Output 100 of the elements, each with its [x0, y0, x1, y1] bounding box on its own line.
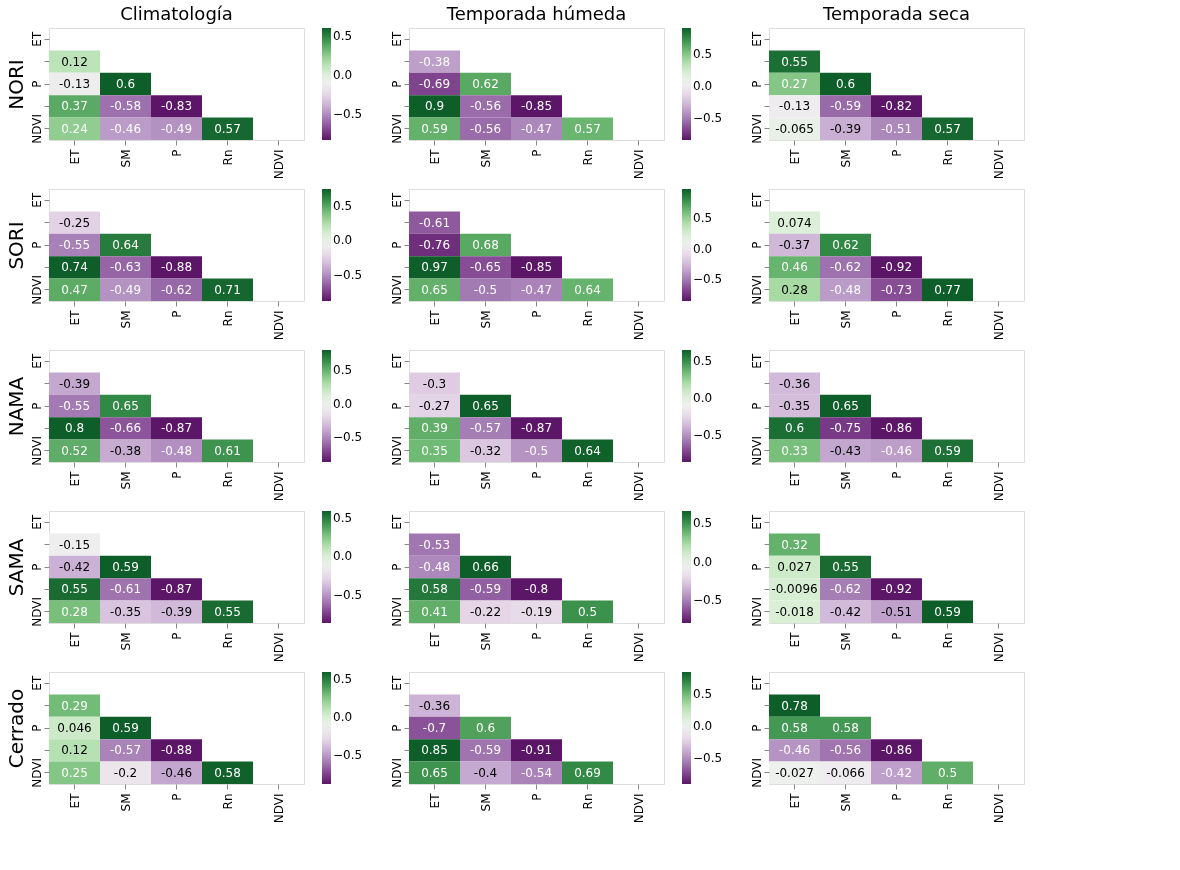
data-label: -0.48 — [160, 443, 193, 458]
data-label: 0.39 — [421, 421, 448, 436]
color-bar-label: −0.5 — [333, 267, 363, 282]
data-label: -0.37 — [778, 238, 811, 252]
x-tick-label: ET — [787, 631, 802, 648]
x-tick-label: SM — [838, 632, 853, 651]
x-tick-label: ET — [67, 792, 82, 809]
color-bar-label: 0.5 — [333, 198, 353, 213]
data-label: -0.0096 — [771, 582, 818, 597]
data-label: -0.59 — [829, 99, 862, 114]
data-label: -0.15 — [58, 537, 91, 552]
data-label: -0.62 — [829, 582, 862, 597]
y-tick-label: P — [749, 724, 764, 732]
y-tick-label: ET — [29, 192, 44, 208]
x-tick-label: NDVI — [991, 310, 1006, 341]
data-label: -0.87 — [520, 421, 553, 436]
y-tick-label: ET — [389, 192, 404, 208]
y-axis-title: NORI — [3, 59, 28, 110]
y-tick-label: ET — [389, 353, 404, 369]
x-tick-label: SM — [478, 471, 493, 490]
data-label: -0.86 — [880, 743, 913, 758]
data-label: -0.46 — [160, 765, 193, 780]
color-bar-label: 0.5 — [693, 687, 713, 702]
x-tick-label: Rn — [220, 471, 235, 488]
data-label: 0.65 — [112, 399, 139, 413]
data-label: -0.47 — [520, 282, 553, 297]
x-tick-label: NDVI — [631, 310, 646, 341]
data-label: 0.64 — [112, 238, 139, 252]
y-tick-label: ET — [29, 514, 44, 530]
data-label: -0.57 — [469, 421, 502, 436]
x-tick-label: ET — [787, 148, 802, 165]
data-label: -0.48 — [418, 560, 451, 574]
data-label: -0.63 — [109, 260, 142, 275]
x-tick-label: ET — [787, 470, 802, 487]
y-tick-label: P — [29, 402, 44, 410]
data-label: -0.36 — [778, 376, 811, 391]
data-label: -0.58 — [109, 99, 142, 114]
data-label: 0.68 — [472, 238, 499, 252]
data-label: -0.027 — [775, 765, 814, 780]
data-label: 0.59 — [934, 604, 961, 619]
data-label: -0.87 — [160, 421, 193, 436]
data-label: -0.83 — [160, 99, 193, 114]
data-label: 0.59 — [421, 121, 448, 136]
y-tick-label: P — [29, 563, 44, 571]
x-tick-label: P — [169, 149, 184, 157]
color-bar-label: −0.5 — [333, 587, 363, 602]
data-label: 0.28 — [61, 604, 88, 619]
data-label: 0.24 — [61, 121, 88, 136]
color-bar-label: −0.5 — [693, 750, 723, 765]
y-tick-label: ET — [29, 675, 44, 691]
data-label: -0.49 — [160, 121, 193, 136]
data-label: -0.73 — [880, 282, 913, 297]
color-bar-label: −0.5 — [333, 107, 363, 122]
data-label: 0.46 — [781, 260, 808, 275]
y-tick-label: P — [389, 80, 404, 88]
x-tick-label: ET — [427, 148, 442, 165]
x-tick-label: Rn — [940, 632, 955, 649]
x-tick-label: NDVI — [271, 471, 286, 502]
data-label: 0.58 — [214, 765, 241, 780]
x-tick-label: SM — [118, 149, 133, 168]
data-label: 0.64 — [574, 443, 601, 458]
x-tick-label: ET — [427, 792, 442, 809]
y-tick-label: P — [749, 563, 764, 571]
data-label: -0.7 — [422, 721, 447, 735]
x-tick-label: NDVI — [631, 632, 646, 663]
data-label: -0.46 — [109, 121, 142, 136]
data-label: -0.42 — [880, 765, 913, 780]
y-tick-label: P — [389, 724, 404, 732]
data-label: 0.25 — [61, 765, 88, 780]
x-tick-label: P — [529, 632, 544, 640]
data-label: -0.43 — [829, 443, 862, 458]
x-tick-label: P — [889, 793, 904, 801]
data-label: 0.55 — [832, 560, 859, 574]
data-label: 0.58 — [421, 582, 448, 597]
x-tick-label: P — [889, 471, 904, 479]
color-bar-label: 0.0 — [693, 241, 713, 256]
data-label: -0.53 — [418, 537, 451, 552]
y-tick-label: ET — [749, 353, 764, 369]
data-label: 0.6 — [835, 77, 856, 91]
x-tick-label: Rn — [580, 149, 595, 166]
data-label: -0.13 — [778, 99, 811, 114]
y-axis-title: SAMA — [3, 538, 28, 597]
data-label: -0.38 — [109, 443, 142, 458]
data-label: -0.38 — [418, 54, 451, 69]
x-tick-label: SM — [118, 310, 133, 329]
data-label: 0.27 — [781, 77, 808, 91]
data-label: -0.42 — [829, 604, 862, 619]
y-tick-label: P — [29, 241, 44, 249]
x-tick-label: SM — [478, 149, 493, 168]
data-label: 0.97 — [421, 260, 448, 275]
y-tick-label: P — [389, 563, 404, 571]
x-tick-label: P — [529, 149, 544, 157]
data-label: 0.6 — [115, 77, 136, 91]
x-tick-label: ET — [787, 792, 802, 809]
x-tick-label: NDVI — [991, 149, 1006, 180]
data-label: 0.6 — [475, 721, 496, 735]
x-tick-label: NDVI — [991, 471, 1006, 502]
y-tick-label: P — [29, 724, 44, 732]
y-tick-label: ET — [29, 353, 44, 369]
color-bar-label: 0.0 — [333, 233, 353, 248]
